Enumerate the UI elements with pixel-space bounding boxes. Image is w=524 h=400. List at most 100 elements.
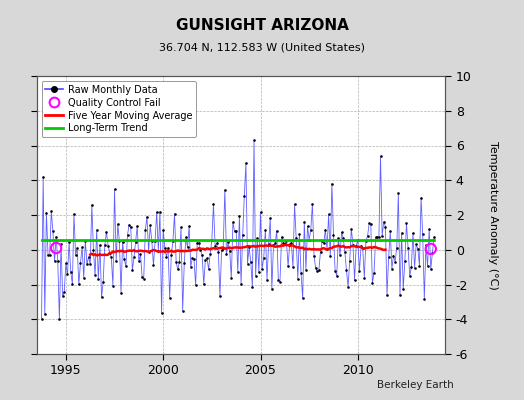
Point	[256, 209, 265, 215]
Point	[391, 258, 399, 265]
Point	[123, 232, 132, 238]
Point	[70, 211, 78, 217]
Point	[42, 210, 51, 216]
Point	[397, 230, 406, 236]
Point	[396, 292, 404, 298]
Point	[213, 240, 221, 247]
Point	[423, 263, 432, 269]
Point	[261, 227, 269, 233]
Point	[216, 293, 224, 300]
Point	[47, 208, 56, 214]
Point	[389, 252, 398, 259]
Point	[143, 214, 151, 220]
Point	[375, 234, 383, 240]
Point	[290, 201, 299, 208]
Point	[224, 239, 232, 246]
Point	[231, 228, 239, 235]
Point	[355, 268, 364, 274]
Text: Berkeley Earth: Berkeley Earth	[377, 380, 453, 390]
Point	[329, 231, 337, 238]
Point	[268, 286, 276, 292]
Point	[245, 244, 253, 250]
Point	[211, 242, 219, 249]
Point	[345, 258, 354, 264]
Point	[293, 276, 302, 282]
Point	[221, 187, 229, 193]
Point	[386, 228, 395, 234]
Point	[237, 281, 245, 287]
Point	[394, 190, 402, 197]
Point	[118, 239, 127, 245]
Point	[136, 251, 145, 258]
Point	[349, 241, 357, 248]
Point	[120, 256, 128, 262]
Point	[89, 247, 97, 253]
Point	[248, 284, 257, 291]
Point	[318, 238, 326, 245]
Point	[302, 266, 310, 273]
Point	[62, 260, 70, 267]
Point	[149, 262, 158, 269]
Y-axis label: Temperature Anomaly (°C): Temperature Anomaly (°C)	[488, 141, 498, 289]
Point	[297, 270, 305, 277]
Point	[428, 249, 436, 256]
Legend: Raw Monthly Data, Quality Control Fail, Five Year Moving Average, Long-Term Tren: Raw Monthly Data, Quality Control Fail, …	[41, 81, 196, 137]
Point	[409, 230, 417, 236]
Point	[112, 258, 121, 264]
Text: GUNSIGHT ARIZONA: GUNSIGHT ARIZONA	[176, 18, 348, 33]
Point	[320, 240, 328, 246]
Point	[203, 255, 211, 261]
Point	[313, 268, 321, 274]
Point	[284, 263, 292, 270]
Point	[271, 240, 279, 247]
Point	[130, 254, 138, 260]
Point	[108, 282, 117, 289]
Point	[71, 252, 80, 258]
Point	[242, 160, 250, 166]
Point	[166, 295, 174, 301]
Point	[334, 235, 343, 241]
Point	[372, 234, 380, 240]
Point	[351, 277, 359, 283]
Point	[415, 262, 423, 269]
Point	[269, 242, 278, 248]
Point	[259, 254, 268, 261]
Point	[180, 260, 189, 266]
Point	[255, 269, 263, 275]
Point	[52, 245, 60, 251]
Point	[172, 259, 180, 266]
Point	[148, 238, 156, 244]
Point	[234, 269, 242, 275]
Point	[50, 258, 59, 264]
Point	[133, 223, 141, 229]
Point	[277, 234, 286, 240]
Point	[55, 316, 63, 322]
Point	[427, 266, 435, 272]
Point	[344, 283, 352, 290]
Point	[219, 245, 227, 252]
Point	[37, 316, 46, 322]
Point	[151, 238, 159, 244]
Point	[53, 258, 62, 264]
Point	[388, 265, 396, 272]
Point	[73, 245, 81, 251]
Point	[339, 235, 347, 242]
Point	[410, 264, 419, 271]
Point	[187, 264, 195, 270]
Point	[232, 227, 241, 234]
Point	[182, 234, 190, 240]
Point	[282, 238, 291, 244]
Point	[86, 261, 94, 268]
Point	[315, 266, 323, 273]
Point	[170, 211, 179, 217]
Point	[60, 288, 69, 295]
Text: 36.704 N, 112.583 W (United States): 36.704 N, 112.583 W (United States)	[159, 42, 365, 52]
Point	[357, 243, 365, 249]
Point	[164, 244, 172, 251]
Point	[274, 277, 282, 283]
Point	[347, 226, 355, 232]
Point	[161, 244, 169, 251]
Point	[404, 245, 412, 251]
Point	[360, 274, 368, 281]
Point	[419, 231, 427, 238]
